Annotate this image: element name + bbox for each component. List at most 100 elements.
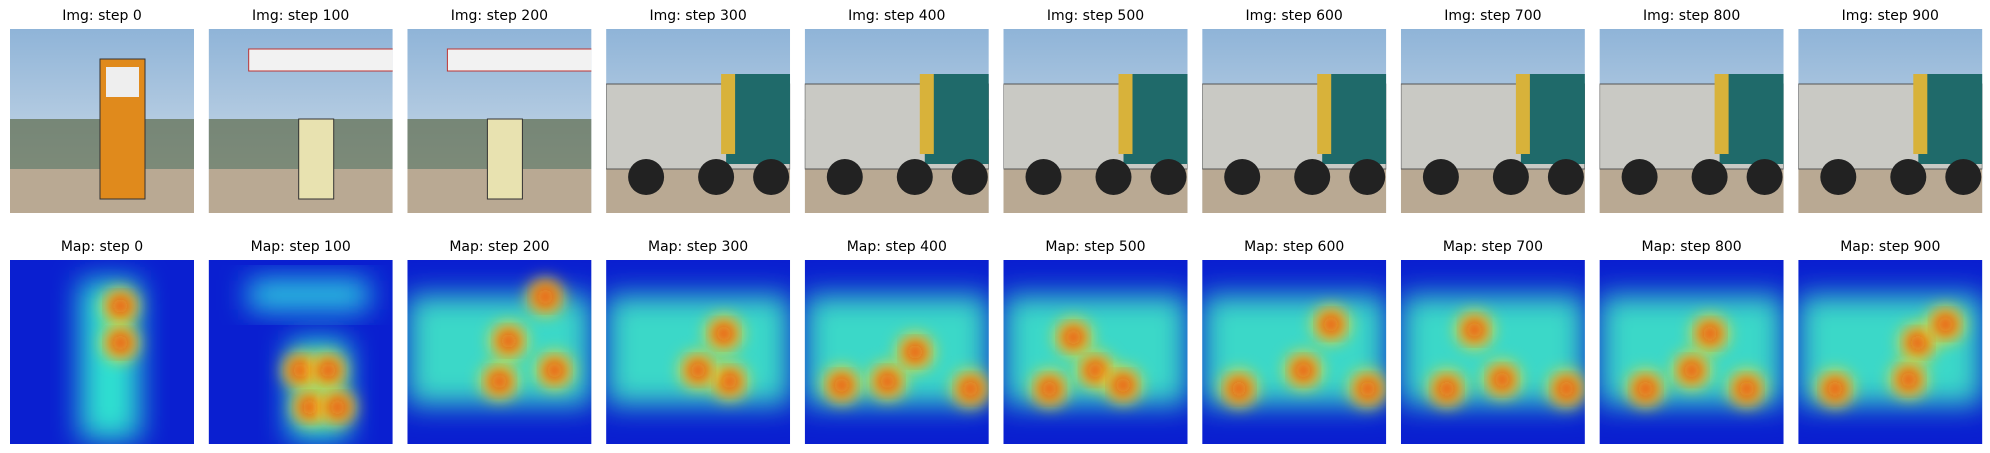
map-hot bbox=[1294, 361, 1313, 380]
truck-door bbox=[1913, 74, 1928, 154]
truck-door bbox=[919, 74, 934, 154]
map-hot bbox=[1040, 379, 1059, 398]
map-title: Map: step 700 bbox=[1443, 239, 1543, 255]
map-hot bbox=[714, 324, 733, 343]
map-hot bbox=[1493, 370, 1512, 389]
wheel bbox=[1945, 159, 1982, 195]
image-title: Img: step 0 bbox=[62, 8, 141, 24]
wheel bbox=[1095, 159, 1132, 195]
image-title: Img: step 200 bbox=[451, 8, 548, 24]
wheel bbox=[1691, 159, 1728, 195]
wheel bbox=[1150, 159, 1187, 195]
truck-panel bbox=[1123, 74, 1188, 164]
map-hot bbox=[689, 361, 708, 380]
map-hot bbox=[1936, 315, 1955, 334]
map-hot bbox=[490, 372, 509, 391]
map-title: Map: step 100 bbox=[251, 239, 351, 255]
truck-panel bbox=[924, 74, 989, 164]
attention-map bbox=[208, 260, 393, 444]
image-title: Img: step 600 bbox=[1246, 8, 1343, 24]
map-hot bbox=[1114, 376, 1133, 395]
truck-panel bbox=[1719, 74, 1784, 164]
wheel bbox=[1820, 159, 1857, 195]
truck-panel bbox=[1322, 74, 1387, 164]
map-hot bbox=[1701, 324, 1719, 343]
generated-image bbox=[208, 29, 393, 213]
wheel bbox=[1746, 159, 1783, 195]
pump bbox=[486, 118, 523, 200]
truck-panel bbox=[726, 74, 791, 164]
wheel bbox=[1890, 159, 1927, 195]
map-hot bbox=[1557, 379, 1576, 398]
map-hot bbox=[545, 361, 564, 380]
map-hot bbox=[1322, 315, 1340, 334]
map-hot bbox=[319, 361, 338, 380]
pump bbox=[298, 118, 335, 200]
map-hot bbox=[328, 398, 347, 417]
map-cool bbox=[248, 280, 369, 310]
wheel bbox=[753, 159, 790, 195]
wheel bbox=[698, 159, 735, 195]
attention-map bbox=[407, 260, 592, 444]
map-hot bbox=[300, 398, 319, 417]
image-title: Img: step 400 bbox=[848, 8, 945, 24]
wheel bbox=[1492, 159, 1529, 195]
map-hot bbox=[1682, 361, 1701, 380]
generated-image bbox=[606, 29, 791, 213]
map-cool bbox=[606, 295, 791, 405]
image-title: Img: step 800 bbox=[1643, 8, 1740, 24]
image-title: Img: step 900 bbox=[1842, 8, 1939, 24]
map-title: Map: step 600 bbox=[1244, 239, 1344, 255]
map-hot bbox=[1908, 333, 1927, 352]
image-title: Img: step 700 bbox=[1444, 8, 1541, 24]
attention-map bbox=[1003, 260, 1188, 444]
generated-image bbox=[804, 29, 989, 213]
wheel bbox=[1294, 159, 1331, 195]
image-title: Img: step 300 bbox=[649, 8, 746, 24]
map-hot bbox=[906, 343, 925, 361]
wheel bbox=[628, 159, 665, 195]
truck-panel bbox=[1520, 74, 1585, 164]
image-title: Img: step 500 bbox=[1047, 8, 1144, 24]
map-hot bbox=[1064, 328, 1083, 347]
map-cool bbox=[1003, 295, 1188, 405]
pump-screen bbox=[106, 67, 139, 97]
map-title: Map: step 500 bbox=[1045, 239, 1145, 255]
truck-door bbox=[1515, 74, 1530, 154]
map-hot bbox=[961, 379, 980, 398]
map-hot bbox=[1358, 379, 1377, 398]
generated-image bbox=[1003, 29, 1188, 213]
map-hot bbox=[720, 372, 739, 391]
attention-map bbox=[804, 260, 989, 444]
attention-map bbox=[1798, 260, 1983, 444]
map-hot bbox=[1465, 320, 1484, 339]
wheel bbox=[896, 159, 933, 195]
map-hot bbox=[832, 376, 851, 395]
map-hot bbox=[1086, 361, 1105, 380]
map-hot bbox=[111, 333, 130, 352]
canopy bbox=[248, 48, 393, 72]
generated-image bbox=[1400, 29, 1585, 213]
map-hot bbox=[1899, 370, 1918, 389]
generated-image bbox=[1599, 29, 1784, 213]
attention-map bbox=[1599, 260, 1784, 444]
generated-image bbox=[10, 29, 194, 213]
attention-map bbox=[1202, 260, 1387, 444]
map-title: Map: step 0 bbox=[61, 239, 143, 255]
wheel bbox=[1224, 159, 1261, 195]
attention-map bbox=[606, 260, 791, 444]
map-hot bbox=[1737, 379, 1756, 398]
attention-map bbox=[1400, 260, 1585, 444]
map-hot bbox=[291, 361, 310, 380]
wheel bbox=[1349, 159, 1386, 195]
map-hot bbox=[1437, 379, 1456, 398]
wheel bbox=[1621, 159, 1658, 195]
map-hot bbox=[1230, 379, 1248, 398]
generated-image bbox=[1798, 29, 1983, 213]
truck-door bbox=[1317, 74, 1332, 154]
truck-panel bbox=[1918, 74, 1983, 164]
map-hot bbox=[878, 372, 897, 391]
generated-image bbox=[407, 29, 592, 213]
image-title: Img: step 100 bbox=[252, 8, 349, 24]
